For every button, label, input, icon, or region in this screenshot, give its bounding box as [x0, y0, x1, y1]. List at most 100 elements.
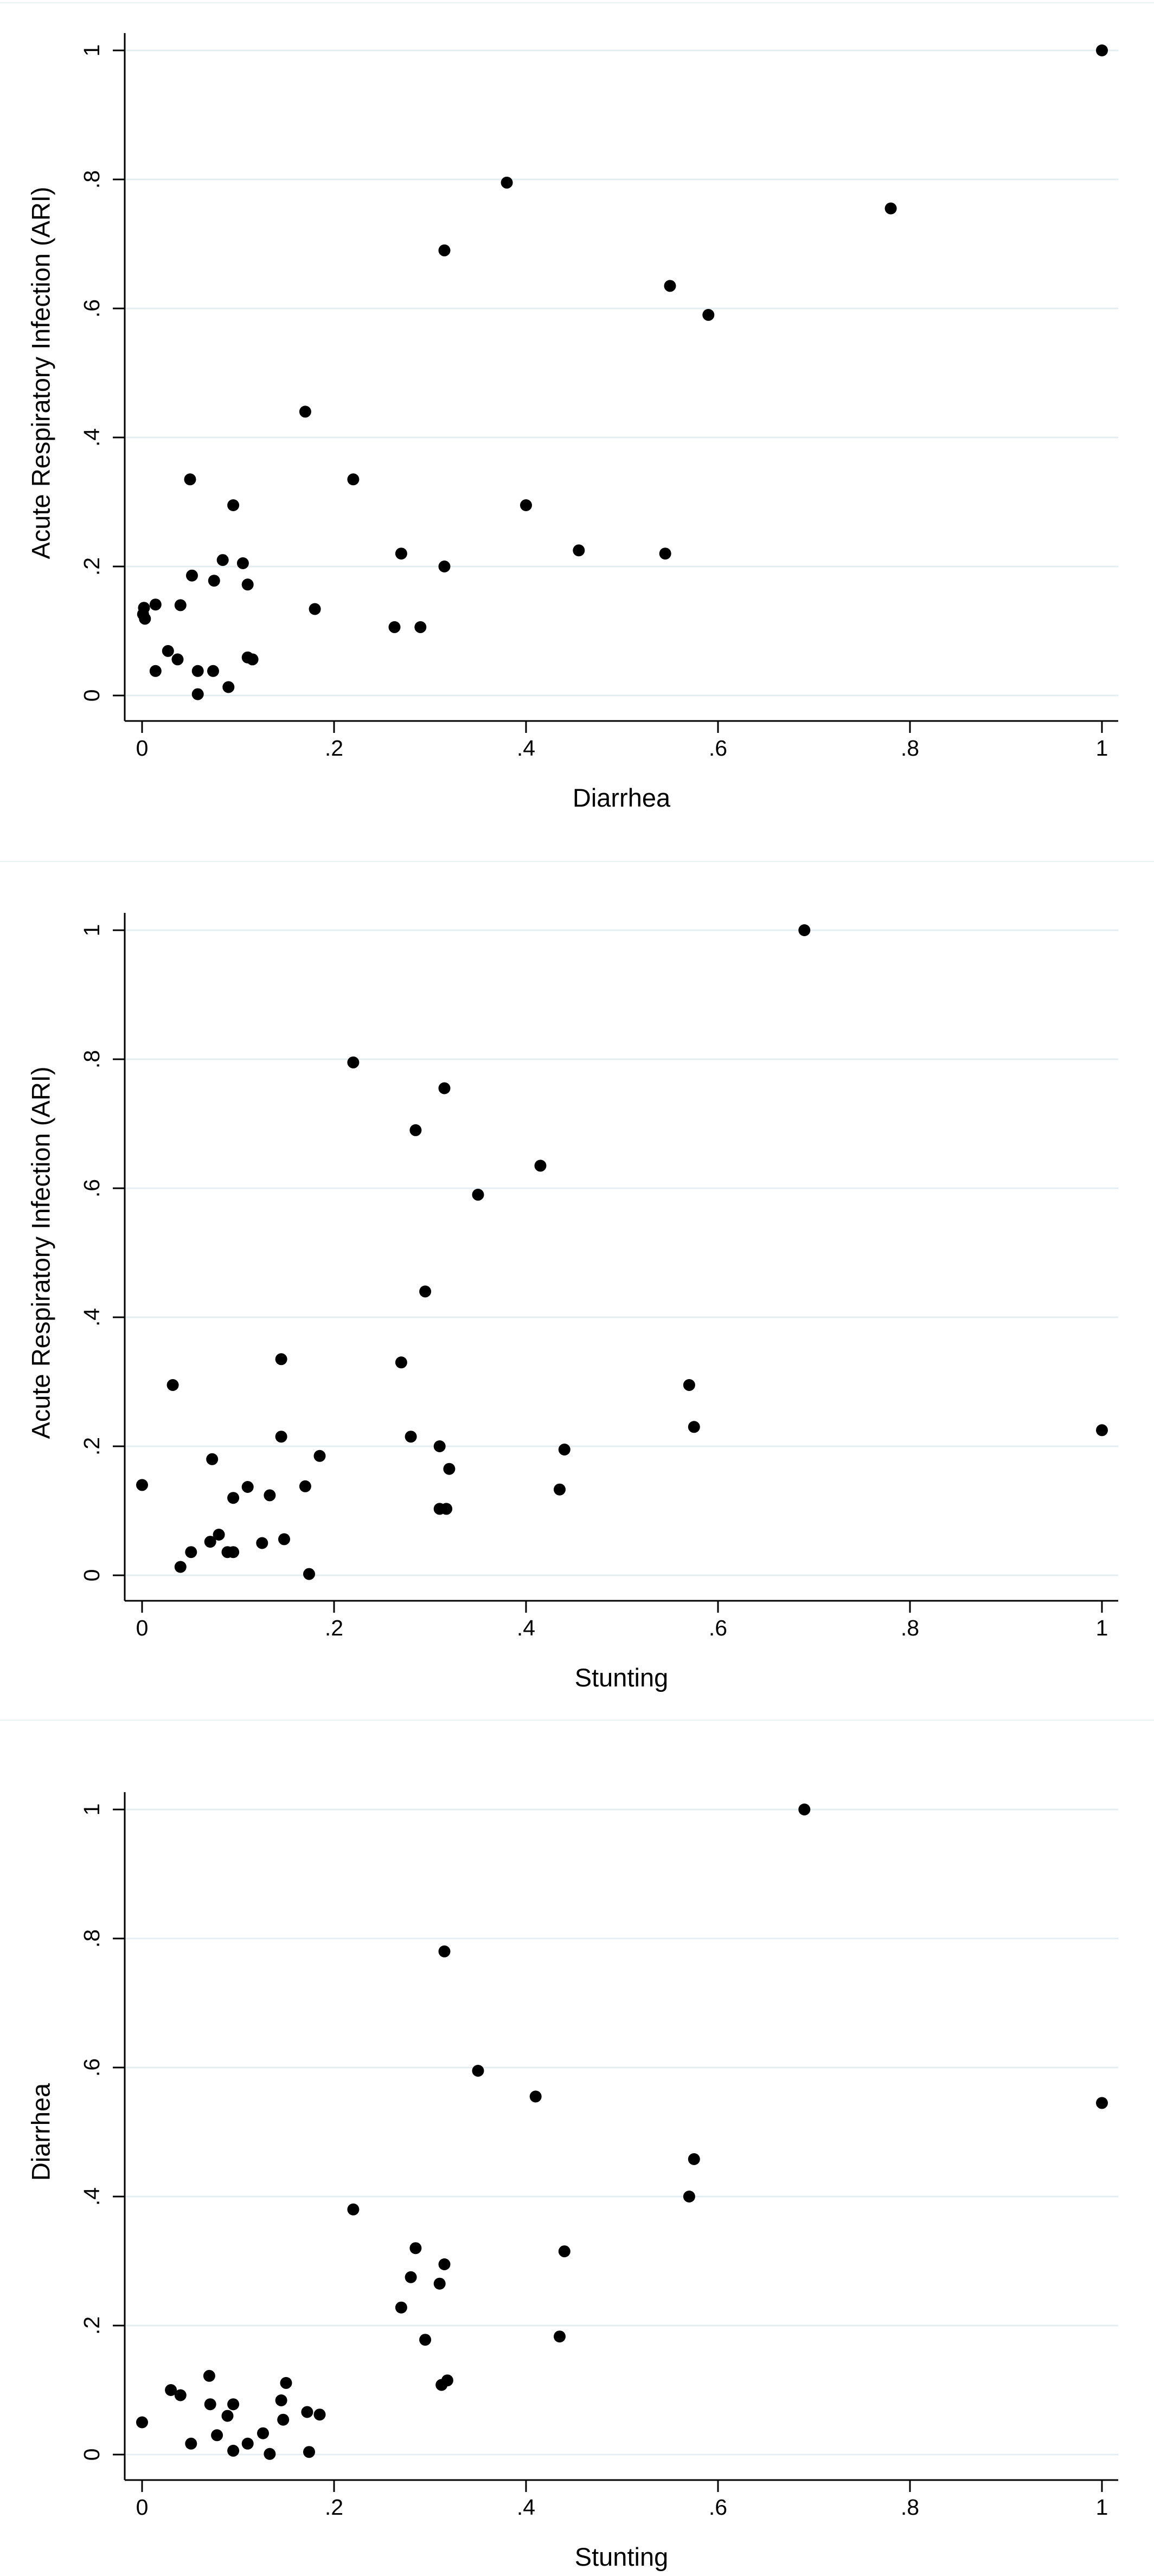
- data-point: [203, 2369, 215, 2382]
- data-point: [277, 2413, 290, 2426]
- scatter-chart-ari-vs-diarrhea: 0 .2 .4 .6 .8 1 0 .2 .4 .6 .8 1 Diarrhea Acute Respir…: [0, 0, 1154, 859]
- data-point: [149, 665, 162, 677]
- data-point: [1096, 2097, 1108, 2109]
- data-point: [264, 1489, 276, 1502]
- x-tick-label: .4: [517, 1615, 535, 1640]
- data-point: [278, 1533, 290, 1545]
- data-point: [275, 2394, 287, 2406]
- data-point: [683, 2191, 695, 2203]
- data-point: [208, 575, 220, 587]
- data-point: [299, 405, 311, 418]
- data-point: [171, 653, 184, 666]
- data-point: [1096, 44, 1108, 56]
- x-axis-title: Stunting: [575, 2542, 668, 2571]
- data-point: [185, 1546, 197, 1559]
- data-point: [414, 621, 427, 633]
- x-tick-label: .2: [325, 1615, 343, 1640]
- data-point: [165, 2384, 177, 2396]
- data-point: [227, 1492, 240, 1504]
- data-point: [438, 2258, 451, 2270]
- y-tick-label: 1: [79, 924, 104, 937]
- data-point: [534, 1160, 547, 1172]
- x-tick-label: 0: [136, 2495, 149, 2520]
- y-tick-label: .4: [79, 428, 104, 447]
- y-tick-label: 0: [79, 2449, 104, 2461]
- x-axis-title: Diarrhea: [573, 783, 671, 812]
- data-point: [664, 280, 676, 292]
- scatter-plot: 0 .2 .4 .6 .8 1 0 .2 .4 .6 .8 1 Stunting Acute Respir…: [0, 861, 1154, 1692]
- panel-top-border: [0, 2, 1154, 3]
- data-point: [438, 1082, 451, 1094]
- data-point: [136, 2416, 148, 2429]
- y-tick-label: 0: [79, 690, 104, 702]
- y-tick-label: 1: [79, 1804, 104, 1816]
- data-point: [303, 2446, 315, 2458]
- data-point: [166, 1379, 179, 1391]
- data-point: [227, 2444, 240, 2457]
- scatter-plot: 0 .2 .4 .6 .8 1 0 .2 .4 .6 .8 1 Diarrhea Acute Respir…: [0, 2, 1154, 812]
- data-point: [884, 202, 897, 215]
- scatter-plot: 0 .2 .4 .6 .8 1 0 .2 .4 .6 .8 1 Stunting Diarrhea: [0, 1720, 1154, 2571]
- data-point: [520, 499, 532, 511]
- data-point: [227, 499, 240, 511]
- data-point: [191, 688, 204, 700]
- data-point: [688, 1421, 700, 1433]
- data-point: [301, 2406, 313, 2418]
- y-tick-label: .6: [79, 299, 104, 318]
- y-tick-label: .2: [79, 1437, 104, 1456]
- y-tick-label: .2: [79, 557, 104, 576]
- x-tick-label: .8: [901, 1615, 919, 1640]
- x-tick-label: 1: [1096, 736, 1108, 761]
- data-point: [186, 569, 198, 582]
- data-point: [472, 2065, 484, 2077]
- data-point: [529, 2090, 542, 2103]
- data-point: [558, 1444, 570, 1456]
- data-point: [554, 1483, 566, 1496]
- data-point: [174, 2389, 187, 2401]
- data-point: [303, 1568, 315, 1580]
- data-point: [554, 2330, 566, 2343]
- x-tick-label: .4: [517, 2495, 535, 2520]
- data-point: [798, 1804, 811, 1815]
- data-point: [256, 1537, 268, 1549]
- panel-top-border: [0, 1720, 1154, 1721]
- data-point: [211, 2429, 223, 2442]
- data-point: [405, 2271, 417, 2283]
- x-tick-label: .4: [517, 736, 535, 761]
- data-point: [162, 645, 174, 657]
- data-point: [222, 681, 235, 693]
- data-point: [139, 613, 151, 625]
- data-point: [216, 554, 229, 566]
- data-point: [405, 1431, 417, 1443]
- data-point: [136, 1479, 148, 1491]
- scatter-chart-diarrhea-vs-stunting: 0 .2 .4 .6 .8 1 0 .2 .4 .6 .8 1 Stunting Diarrhea: [0, 1717, 1154, 2576]
- data-point: [395, 2301, 407, 2314]
- data-point: [191, 665, 204, 677]
- data-point: [174, 1561, 187, 1573]
- data-point: [241, 578, 254, 591]
- y-tick-label: .6: [79, 1179, 104, 1197]
- data-point: [241, 1481, 254, 1493]
- x-tick-label: .2: [325, 2495, 343, 2520]
- data-point: [221, 2410, 234, 2422]
- data-point: [347, 1056, 360, 1068]
- data-point: [659, 548, 671, 560]
- y-tick-label: 1: [79, 44, 104, 57]
- data-point: [573, 544, 585, 557]
- scatter-chart-ari-vs-stunting: 0 .2 .4 .6 .8 1 0 .2 .4 .6 .8 1 Stunting Acute Respir…: [0, 859, 1154, 1717]
- data-point: [433, 2277, 446, 2290]
- data-point: [299, 1480, 311, 1492]
- data-point: [440, 1503, 453, 1515]
- data-point: [501, 176, 513, 189]
- data-point: [184, 473, 196, 486]
- data-point: [227, 2398, 240, 2411]
- x-tick-label: .8: [901, 736, 919, 761]
- data-point: [207, 665, 219, 677]
- y-tick-label: .8: [79, 1929, 104, 1948]
- data-point: [443, 1463, 456, 1475]
- y-tick-label: .4: [79, 2187, 104, 2206]
- data-point: [174, 599, 187, 611]
- data-point: [558, 2245, 570, 2258]
- data-point: [409, 1124, 422, 1136]
- data-point: [419, 1285, 432, 1298]
